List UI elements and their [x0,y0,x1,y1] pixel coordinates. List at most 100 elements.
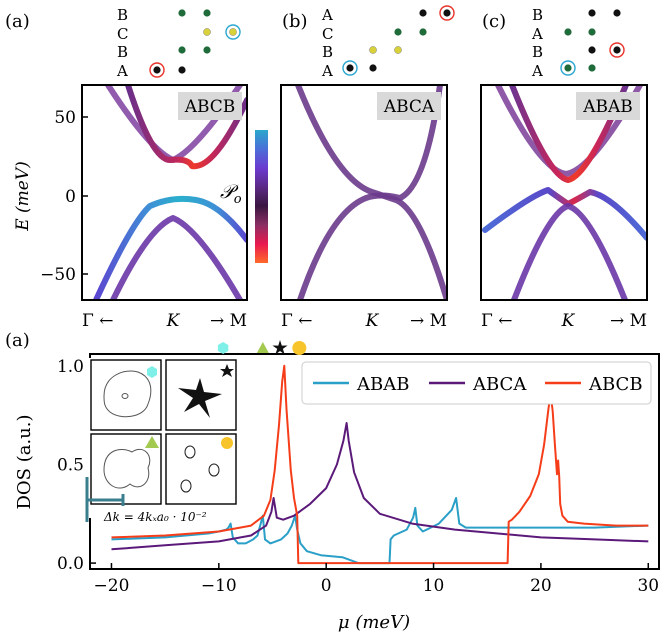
atom-dot [613,46,621,54]
inset-scale-label: Δk = 4kₓa₀ · 10⁻² [103,510,207,524]
atom-dot [178,9,186,17]
atom-dot [588,46,596,54]
circle-icon [221,437,233,449]
k-label: → M [210,311,247,331]
atom-dot [419,9,427,17]
band-y-axis: 50 0 −50 E (meV) [13,108,88,285]
x-axis-label: μ (meV) [338,612,410,633]
dos-series-abca [111,422,649,551]
atom-dot [346,64,354,72]
dos-series-abcb [111,364,649,565]
fermi-contour [103,370,152,418]
atom-dot [419,28,427,36]
band-line [297,85,443,300]
layer-label: C [117,25,128,43]
atom-dot [178,66,186,74]
x-tick-label: 10 [423,576,445,596]
circle-marker [292,341,307,355]
atom-dot [564,28,572,36]
x-tick-label: 20 [530,576,552,596]
y-axis-label: DOS (a.u.) [14,414,35,509]
y-tick-label: 50 [54,108,76,128]
atom-dot [588,9,596,17]
y-axis-label: E (meV) [13,161,33,232]
stack-label: ABCA [383,97,435,117]
band-panel-a: ABCB [81,84,248,301]
legend-box [301,361,652,405]
atom-dot [153,66,161,74]
stack-label: ABCB [184,97,236,117]
band-line [93,195,247,300]
atom-dot [369,46,377,54]
stack-schematic-b: A C B A [321,5,455,80]
k-label: → M [410,311,447,331]
atom-dot [564,64,572,72]
k-label: K [561,311,576,331]
atom-dot [588,64,596,72]
hexagon-icon [147,366,157,378]
star-marker [272,340,288,355]
band-line [482,187,647,241]
x-tick-label: 0 [321,576,332,596]
stack-label-box [178,92,242,120]
band-line [125,85,247,170]
k-label: Γ ← [481,311,512,331]
legend-entry: ABCB [588,374,643,395]
atom-dot [203,46,211,54]
triangle-marker [256,342,269,353]
layer-label: B [532,43,543,61]
fermi-surface-inset: Δk = 4kₓa₀ · 10⁻² [85,358,240,524]
k-path-labels: Γ ← K → M Γ ← K → M Γ ← K → M [82,311,647,331]
x-tick-label: −10 [201,576,237,596]
mu-markers [217,340,307,355]
band-line [495,85,643,177]
colorbar-bar [255,130,268,263]
fermi-contour [184,445,196,459]
x-axis-ticks: −20 −10 0 10 20 30 [94,563,659,596]
y-tick-label: 0.5 [57,455,84,475]
atom-dot [588,28,596,36]
axes-frame [280,84,448,301]
y-axis-ticks: 0.0 0.5 1.0 [57,357,96,574]
fermi-contour [103,448,151,489]
layer-label: B [117,6,128,24]
stack-schematic-c: B A B A [531,6,625,80]
atom-dot [443,9,451,17]
k-label: → M [610,311,647,331]
dos-lines [111,364,649,565]
triangle-icon [145,436,159,448]
colorbar: 𝒫o [220,130,268,263]
band-line [110,215,243,300]
atom-dot [203,9,211,17]
x-tick-label: 30 [637,576,659,596]
atom-dot [229,28,237,36]
layer-label: A [531,62,543,80]
highlight-ring [560,60,576,76]
legend-entry: ABAB [356,374,409,395]
y-tick-label: 1.0 [57,357,84,377]
layer-label: B [532,6,543,24]
legend-entry: ABCA [472,374,527,395]
layer-label: A [321,62,333,80]
dos-chart: −20 −10 0 10 20 30 0.0 0.5 1.0 μ (meV) DOS (a.u… [14,340,660,633]
layer-label: B [322,43,333,61]
panel-a-letter: (a) [5,11,30,32]
k-label: K [365,311,380,331]
atom-dot [613,9,621,17]
panel-c-letter: (c) [482,11,506,32]
layer-label: B [117,43,128,61]
dos-series-abab [111,497,649,565]
hexagon-marker [217,342,229,354]
highlight-ring [342,60,358,76]
stack-label-box [576,92,640,120]
stack-label-box [377,92,441,120]
panel-d-letter: (a) [5,330,30,351]
fermi-contour [208,463,220,477]
layer-label: A [116,62,128,80]
highlight-ring [225,24,241,40]
fermi-contour [121,393,129,399]
star-icon [220,364,234,377]
k-label: K [166,311,181,331]
atom-dot [178,46,186,54]
